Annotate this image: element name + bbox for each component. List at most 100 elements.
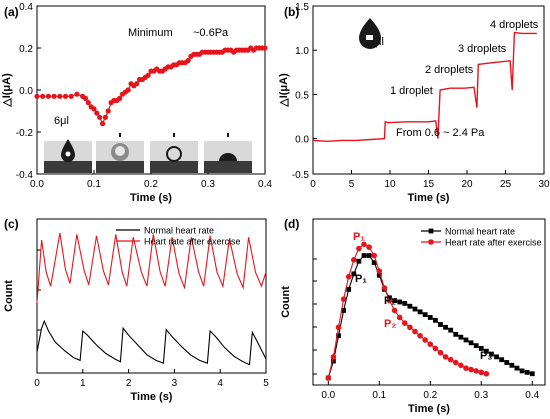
x-axis-label: Time (s): [131, 391, 173, 403]
panel-c: (c) 0 1 2 3 4 5 Time (s) Count Normal heart rateH…: [3, 217, 269, 403]
droplet-photo: [150, 133, 198, 173]
data-point: [489, 351, 494, 357]
data-point: [422, 312, 428, 318]
panel-label: (d): [284, 217, 299, 231]
data-point: [463, 337, 469, 343]
data-point: [432, 317, 438, 323]
panel-label: (a): [4, 5, 19, 19]
droplet-icon: [61, 139, 75, 162]
panel-label: (c): [4, 217, 19, 231]
data-point: [40, 93, 46, 99]
panel-b: (b) 0 5 10 15 20 25 30 -0.5 0.0 0.5 1.0 1.5 Time (s) △…: [278, 2, 550, 204]
series-line: [36, 232, 267, 304]
legend-marker: [428, 228, 434, 234]
annotation-3-droplets: 3 droplets: [458, 43, 507, 55]
x-tick-label: 30: [538, 179, 550, 190]
droplet-photo: [96, 133, 144, 173]
annotation-minimum: Minimum: [128, 27, 173, 39]
data-point: [102, 114, 108, 120]
data-point: [524, 369, 530, 375]
x-tick-label: 5: [263, 378, 269, 389]
peak-label: P₁: [353, 231, 365, 243]
legend-label: Heart rate after exercise: [445, 238, 542, 248]
droplet-highlight: [115, 146, 125, 156]
data-point: [407, 324, 413, 331]
x-tick-label: 0.0: [30, 179, 44, 190]
annotation-2-droplets: 2 droplets: [425, 64, 474, 76]
annotation-pressure: ~0.6Pa: [193, 27, 229, 39]
y-tick-label: 0.0: [19, 86, 33, 97]
data-point: [453, 331, 459, 337]
y-tick-label: -0.2: [16, 128, 34, 139]
data-point: [422, 337, 428, 343]
y-tick-label: 0.5: [295, 90, 309, 101]
series-line: [312, 31, 537, 143]
x-tick-label: 2: [126, 378, 132, 389]
panel-a: (a) 0.0 0.1 0.2 0.3 0.4 -0.4 -0.2 0.0 0.2 0.4 Time …: [1, 2, 272, 204]
peak-label: P₁: [355, 273, 367, 285]
x-axis-label: Time (s): [130, 192, 172, 204]
data-point: [396, 314, 403, 321]
x-tick-label: 0.0: [321, 390, 335, 401]
data-point: [402, 301, 408, 306]
data-point: [125, 87, 131, 93]
data-point: [117, 95, 123, 101]
legend-label: Heart rate after exercise: [144, 237, 241, 247]
data-point: [391, 307, 398, 314]
y-tick-label: 0.2: [19, 44, 33, 55]
data-point: [448, 327, 454, 333]
data-point: [468, 366, 474, 373]
y-tick-label: 0.0: [295, 135, 309, 146]
y-tick-label: -0.4: [16, 170, 34, 181]
droplet-icon: [166, 146, 182, 162]
x-tick-label: 0: [310, 179, 316, 190]
data-point: [85, 100, 91, 106]
data-point: [427, 341, 434, 348]
series-line: [36, 319, 267, 366]
data-point: [371, 260, 377, 266]
data-point: [361, 253, 367, 258]
x-tick-label: 25: [500, 179, 512, 190]
data-point: [341, 308, 346, 313]
data-point: [504, 360, 510, 365]
y-tick-label: -0.5: [292, 170, 310, 181]
data-point: [325, 375, 332, 381]
data-point: [134, 81, 140, 87]
data-point: [366, 253, 372, 258]
data-point: [473, 368, 479, 374]
y-tick-label: 1.0: [295, 46, 309, 57]
y-tick-label: 1.5: [295, 2, 309, 13]
y-tick-label: 0.4: [19, 2, 33, 13]
data-point: [94, 110, 100, 116]
data-point: [381, 285, 388, 291]
y-axis-label: △I(μA): [278, 73, 290, 108]
series-line: [37, 47, 265, 126]
x-axis-label: Time (s): [408, 403, 450, 415]
data-point: [105, 108, 111, 114]
photo-substrate: [44, 161, 92, 173]
data-point: [401, 320, 408, 326]
peak-label: P₃: [480, 350, 492, 362]
data-point: [529, 371, 535, 377]
data-point: [438, 322, 443, 327]
data-point: [386, 297, 393, 304]
photo-substrate: [96, 161, 144, 173]
droplet-highlight: [366, 35, 373, 40]
plot-frame: [312, 218, 546, 386]
data-point: [99, 121, 106, 127]
data-point: [356, 245, 362, 252]
needle-icon: [119, 133, 121, 137]
data-point: [478, 369, 485, 376]
data-point: [340, 296, 347, 302]
data-point: [417, 332, 423, 339]
series-line: [327, 243, 487, 379]
x-tick-label: 0.2: [144, 179, 158, 190]
needle-icon: [227, 133, 229, 137]
data-point: [387, 295, 392, 301]
panel-d: (d) 0.0 0.1 0.2 0.3 0.4 Time (s) Count Normal he…: [280, 217, 546, 415]
data-point: [407, 303, 413, 309]
x-tick-label: 20: [461, 179, 473, 190]
data-point: [494, 354, 499, 360]
photo-background: [204, 141, 252, 161]
